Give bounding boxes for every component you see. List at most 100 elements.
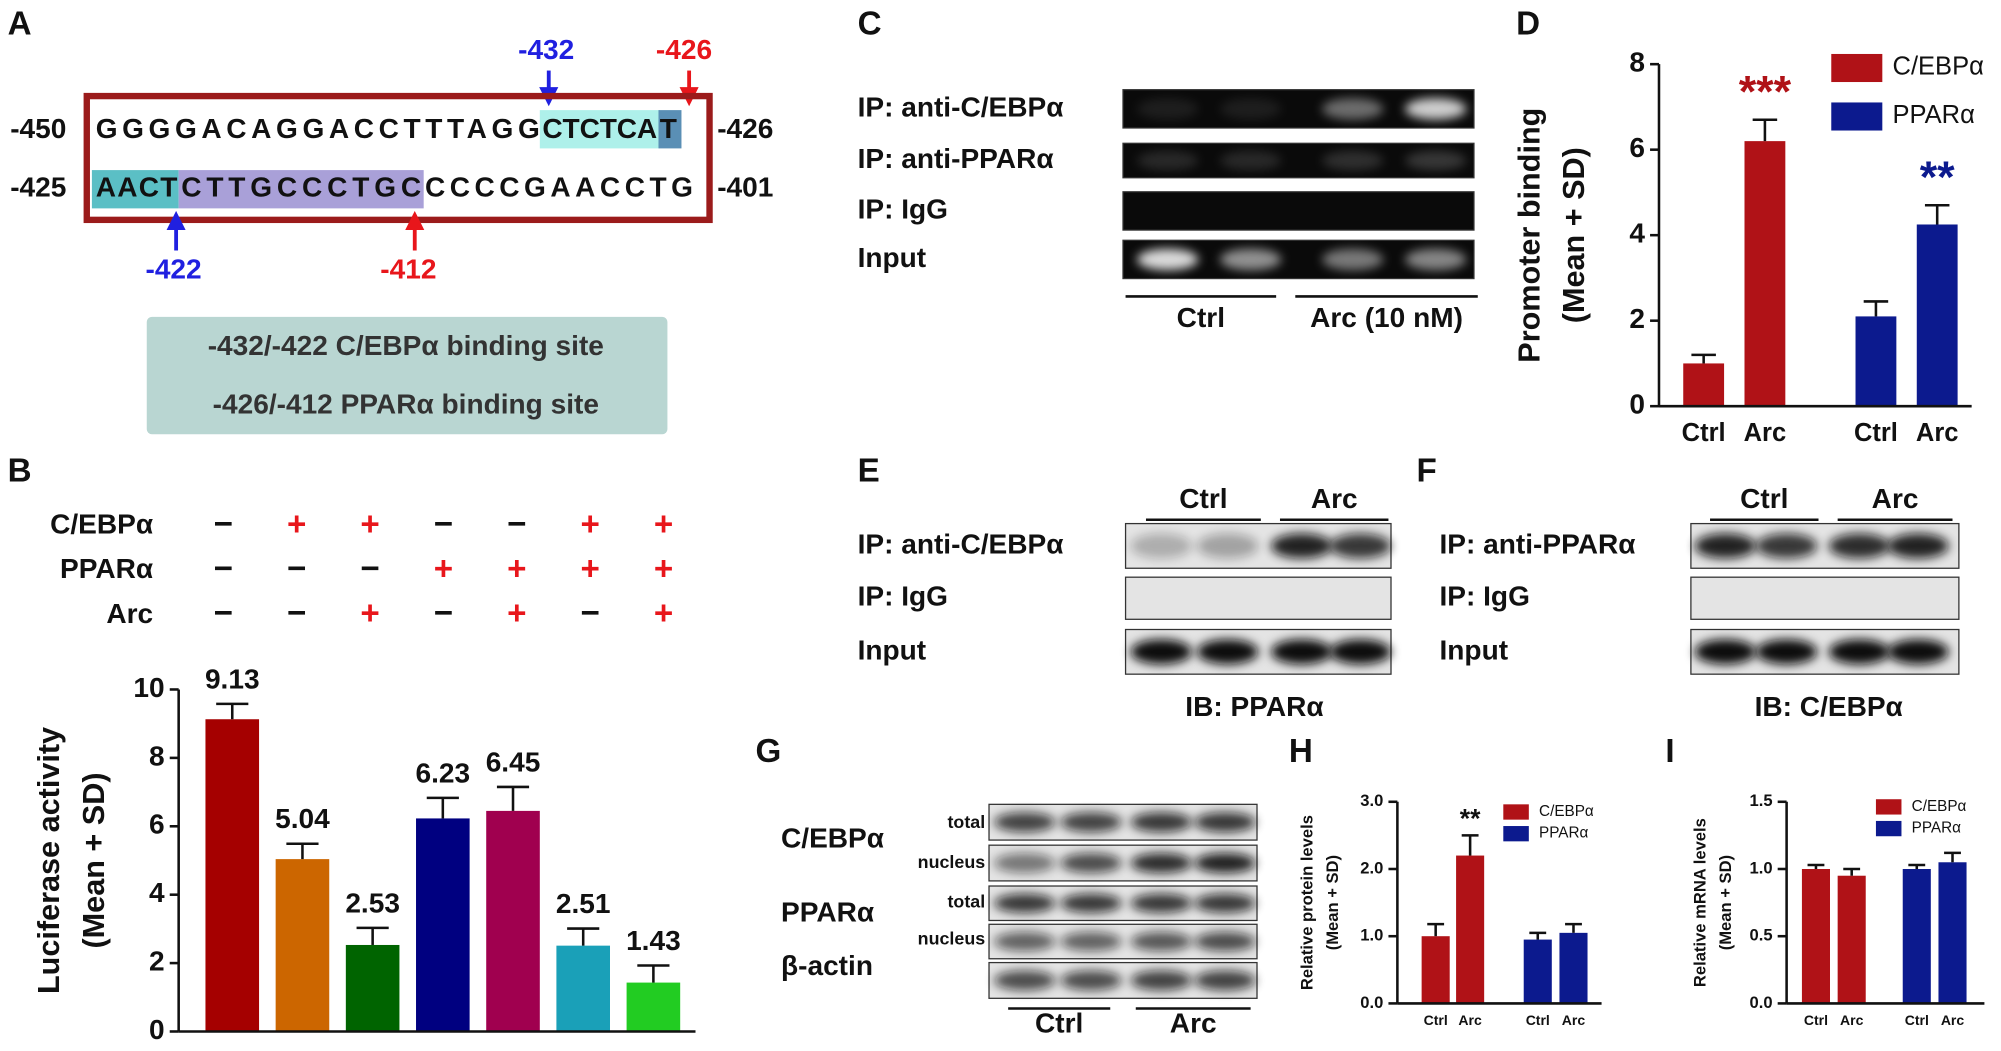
bar (1916, 224, 1958, 407)
panel-letter: G (755, 733, 781, 770)
panel-letter: I (1665, 733, 1674, 770)
value-label: 6.45 (486, 746, 541, 777)
band (1329, 639, 1392, 665)
row-label: Input (858, 242, 927, 273)
y-axis-label: (Mean + SD) (1716, 855, 1735, 950)
band (1322, 98, 1384, 120)
band (1887, 639, 1949, 665)
x-tick-label: Arc (1840, 1012, 1864, 1028)
y-axis-label: Relative mRNA levels (1690, 818, 1709, 987)
band (1060, 893, 1122, 913)
fraction-label: total (947, 812, 985, 832)
y-axis-label: Relative protein levels (1297, 815, 1316, 990)
fraction-label: total (947, 891, 985, 911)
band (994, 812, 1056, 833)
sequence: CTCTCA (542, 113, 657, 144)
legend-label: C/EBPα (1912, 798, 1967, 815)
band (1194, 853, 1256, 874)
bar (345, 944, 400, 1032)
blot-row (1122, 191, 1475, 231)
band (1755, 533, 1818, 559)
band (1060, 970, 1122, 991)
y-tick-label: 6 (149, 809, 165, 840)
blot-footer: IB: C/EBPα (1755, 691, 1903, 722)
panel-letter: C (858, 6, 882, 43)
panel-a: A -432 -426 -450 GGGGACAGGACCTTTAGG CTCT… (8, 6, 773, 435)
band (994, 970, 1056, 991)
band (1828, 639, 1890, 665)
position: -401 (717, 172, 773, 203)
group-label: Arc (1170, 1008, 1217, 1039)
legend-swatch (1503, 804, 1529, 820)
condition-label: PPARα (60, 553, 153, 584)
band (1219, 98, 1282, 120)
condition-sign: + (654, 506, 673, 543)
x-tick-label: Arc (1458, 1012, 1482, 1028)
panel-letter: E (858, 452, 880, 489)
group-label: Ctrl (1740, 483, 1788, 514)
site-box (146, 316, 668, 435)
y-tick-label: 0.0 (1360, 993, 1383, 1012)
blot-row (1124, 576, 1392, 620)
band (1322, 248, 1384, 271)
condition-sign: + (507, 551, 526, 588)
band (1194, 812, 1256, 833)
group-label: Arc (10 nM) (1310, 302, 1463, 333)
band (1694, 533, 1756, 559)
condition-sign: − (214, 595, 233, 632)
panel-letter: H (1289, 733, 1313, 770)
bar (1801, 868, 1830, 1004)
panel-letter: D (1516, 6, 1540, 43)
band (1197, 639, 1259, 665)
legend-label: PPARα (1912, 820, 1962, 837)
group-label: Ctrl (1177, 302, 1225, 333)
x-tick-label: Ctrl (1804, 1012, 1828, 1028)
sequence: T (660, 113, 677, 144)
y-tick-label: 8 (1629, 47, 1645, 78)
band (1130, 639, 1192, 665)
bar (416, 818, 470, 1032)
position: -426 (717, 113, 773, 144)
band (1271, 533, 1333, 559)
bar (556, 945, 610, 1032)
value-label: 2.51 (556, 888, 611, 919)
condition-sign: + (654, 551, 673, 588)
y-axis-label: (Mean + SD) (1323, 855, 1342, 950)
value-label: 6.23 (416, 757, 471, 788)
y-axis-label: (Mean + SD) (1557, 147, 1591, 323)
band (1137, 150, 1199, 171)
y-tick-label: 1.5 (1750, 791, 1773, 810)
bar (1855, 316, 1897, 407)
row-label: Input (858, 634, 927, 665)
band (994, 893, 1056, 913)
band (1130, 812, 1192, 833)
significance: ** (1460, 803, 1481, 833)
bar (1744, 141, 1786, 407)
condition-sign: − (287, 551, 306, 588)
legend-swatch (1875, 820, 1902, 837)
band (1130, 893, 1192, 913)
group-label: Arc (1872, 483, 1919, 514)
condition-label: C/EBPα (50, 509, 153, 540)
arrow-label: -432 (518, 34, 574, 65)
row-label: IP: IgG (1439, 581, 1529, 612)
band (1130, 853, 1192, 874)
legend-label: PPARα (1539, 825, 1589, 842)
blot-footer: IB: PPARα (1185, 691, 1323, 722)
sequence: CTTGCCCTGC (181, 172, 421, 203)
legend-label: C/EBPα (1539, 803, 1594, 820)
bar (1683, 363, 1725, 407)
band (1130, 970, 1192, 991)
y-tick-label: 8 (149, 740, 165, 771)
band (1322, 150, 1384, 171)
value-label: 5.04 (275, 803, 330, 834)
band (1194, 970, 1256, 991)
protein-label: PPARα (781, 897, 874, 928)
band (1060, 812, 1122, 833)
band (1137, 248, 1199, 271)
sequence: GGGGACAGGACCTTTAGG (96, 113, 540, 144)
highlight (658, 110, 682, 149)
panel-letter: A (8, 6, 32, 43)
